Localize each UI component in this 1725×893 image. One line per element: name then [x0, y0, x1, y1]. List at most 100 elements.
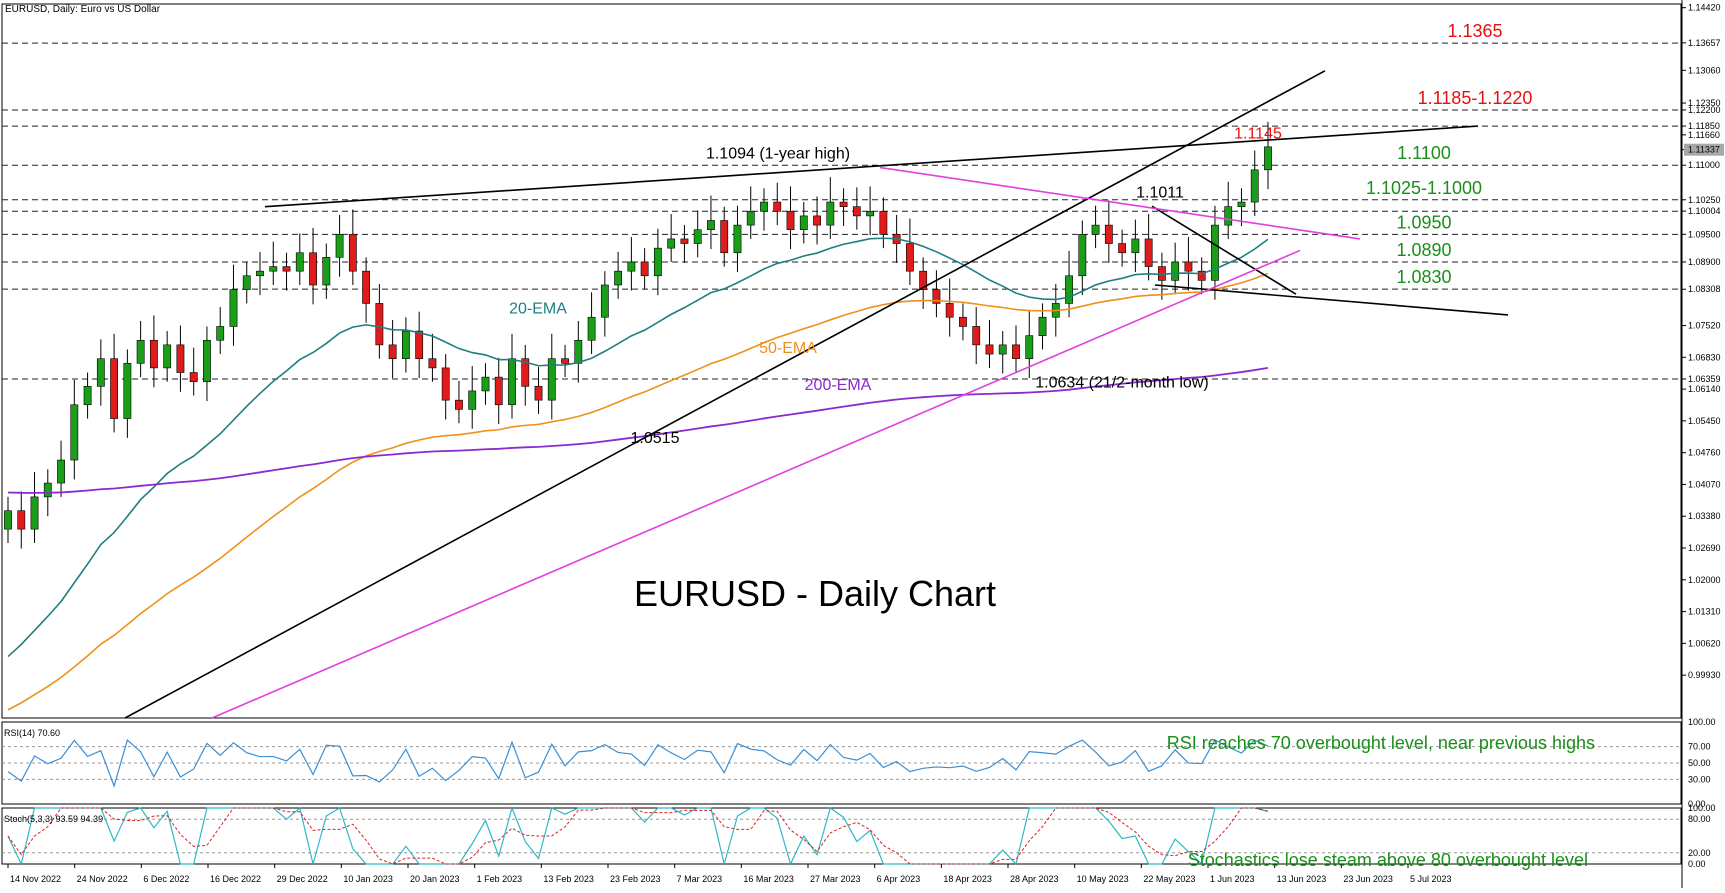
candle-body	[1091, 224, 1100, 235]
candle-body	[70, 404, 79, 461]
annotation-label: 20-EMA	[509, 301, 567, 318]
candle-body	[932, 289, 941, 304]
candle-body	[216, 326, 225, 341]
candle-body	[600, 284, 609, 318]
candle-body	[627, 261, 636, 272]
date-axis: 14 Nov 2022 24 Nov 2022 6 Dec 2022 16 Dec 2…	[7, 864, 1452, 884]
candle-body	[561, 358, 569, 364]
candle-body	[1184, 261, 1193, 272]
candle-body	[680, 238, 689, 244]
price-panel: 1.1365 1.1185-1.1220 1.1100 1.1025-1.1000 1.…	[2, 21, 1681, 719]
candle-body	[176, 344, 185, 373]
stoch-tick-label: 0.00	[1688, 859, 1706, 869]
candle-body	[852, 206, 861, 217]
rsi-annotation: RSI reaches 70 overbought level, near pr…	[1167, 733, 1595, 753]
date-label: 1 Feb 2023	[477, 874, 523, 884]
candle-body	[242, 275, 251, 290]
candle-body	[653, 247, 662, 277]
date-label: 1 Jun 2023	[1210, 874, 1255, 884]
candle-body	[985, 344, 994, 355]
date-label: 5 Jul 2023	[1410, 874, 1452, 884]
level-label: 1.0830	[1396, 267, 1451, 287]
candle-body	[1264, 146, 1272, 171]
candle-body	[972, 326, 981, 346]
price-tick-label: 1.11000	[1688, 160, 1720, 170]
price-frame	[1, 3, 1682, 719]
price-tick-label: 1.08308	[1688, 284, 1721, 294]
last-price-label: 1.11337	[1688, 145, 1720, 155]
date-label: 6 Apr 2023	[877, 874, 921, 884]
price-tick-label: 1.00620	[1688, 638, 1721, 648]
rsi-tick-label: 100.00	[1688, 717, 1716, 727]
candle-body	[441, 367, 450, 401]
candle-body	[773, 201, 782, 212]
resistance-trendline	[264, 125, 1479, 208]
rsi-tick-label: 0.00	[1688, 799, 1706, 809]
candle-body	[136, 339, 145, 364]
date-label: 23 Jun 2023	[1343, 874, 1393, 884]
candle-body	[1224, 206, 1233, 226]
candle-body	[123, 363, 132, 419]
candle-body	[1131, 238, 1140, 254]
price-tick-label: 1.06140	[1688, 384, 1721, 394]
candle-body	[534, 386, 543, 401]
level-label: 1.1100	[1397, 143, 1451, 163]
candle-body	[547, 358, 556, 401]
candle-body	[693, 229, 702, 244]
candle-body	[110, 358, 119, 419]
panel-frames	[1, 0, 1683, 888]
stoch-frame	[1, 807, 1682, 865]
date-label: 24 Nov 2022	[77, 874, 128, 884]
candle-body	[905, 243, 914, 272]
date-label: 10 May 2023	[1077, 874, 1129, 884]
ema20-line	[7, 237, 1269, 658]
candle-body	[83, 386, 92, 406]
price-tick-label: 1.10004	[1688, 206, 1721, 216]
annotation-label: 1.1145	[1234, 126, 1282, 143]
rsi-line	[7, 738, 1269, 788]
candle-body	[455, 399, 463, 410]
candle-body	[428, 358, 437, 369]
level-label: 1.1185-1.1220	[1418, 88, 1533, 108]
candle-body	[96, 358, 105, 387]
price-tick-label: 1.08900	[1688, 257, 1721, 267]
date-label: 16 Dec 2022	[210, 874, 261, 884]
annotation-label: 200-EMA	[805, 377, 872, 394]
date-label: 27 Mar 2023	[810, 874, 861, 884]
price-tick-label: 1.06359	[1688, 374, 1721, 384]
candle-body	[799, 215, 808, 231]
level-label: 1.1025-1.1000	[1366, 178, 1482, 198]
candle-body	[813, 215, 821, 226]
candle-body	[720, 220, 729, 254]
date-label: 22 May 2023	[1143, 874, 1195, 884]
annotation-label: 1.1094 (1-year high)	[706, 145, 850, 162]
stoch-tick-label: 100.00	[1688, 803, 1716, 813]
candle-body	[43, 482, 52, 498]
lower-trendline	[1154, 284, 1509, 316]
candle-body	[1250, 169, 1259, 203]
candle-body	[667, 238, 676, 249]
stoch-annotation: Stochastics lose steam above 80 overboug…	[1188, 850, 1588, 870]
price-tick-label: 1.06830	[1688, 352, 1721, 362]
candle-body	[733, 224, 742, 254]
candle-body	[375, 303, 384, 346]
chart-title: EURUSD - Daily Chart	[634, 573, 996, 614]
candle-body	[1144, 238, 1153, 267]
candle-body	[295, 252, 304, 272]
candle-body	[1078, 234, 1087, 277]
candle-body	[4, 510, 12, 530]
price-tick-label: 1.11850	[1688, 121, 1720, 131]
candle-body	[17, 510, 26, 530]
level-label: 1.0950	[1396, 212, 1451, 232]
candle-body	[1038, 316, 1047, 336]
candle-body	[256, 270, 264, 277]
magenta-upper-line	[879, 166, 1361, 240]
price-tick-label: 1.11660	[1688, 130, 1720, 140]
candle-body	[746, 210, 755, 226]
candle-body	[1118, 243, 1127, 254]
candle-body	[229, 289, 238, 327]
price-tick-label: 1.07520	[1688, 321, 1721, 331]
candle-body	[30, 496, 39, 530]
date-label: 16 Mar 2023	[743, 874, 794, 884]
